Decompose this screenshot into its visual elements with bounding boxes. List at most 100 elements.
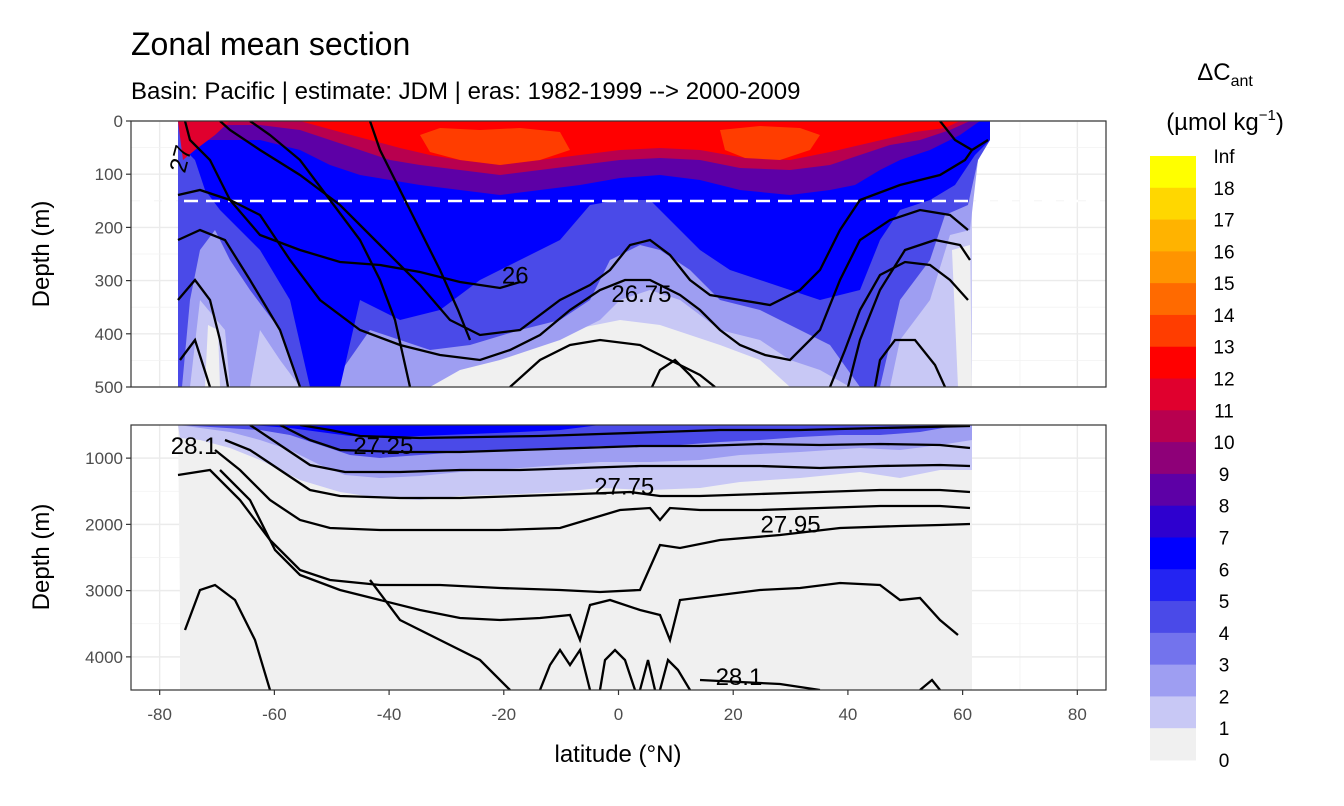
legend-swatch [1150, 283, 1196, 316]
isopycnal-u3 [177, 188, 969, 362]
y-tick-label: 0 [114, 112, 123, 131]
x-tick-label: -40 [377, 705, 402, 724]
legend-level-label: 17 [1213, 211, 1234, 232]
legend-level-label: 11 [1214, 401, 1234, 422]
legend-level-label: 18 [1213, 179, 1234, 200]
legend-swatch [1150, 537, 1196, 570]
legend-level-label: 16 [1213, 242, 1234, 263]
isopycnal-u5 [509, 338, 716, 387]
y-axis-title-lower: Depth (m) [28, 504, 55, 611]
upper-y-ticks: 0 100 200 300 400 500 [95, 112, 131, 397]
x-tick-label: 80 [1068, 705, 1087, 724]
isopycnal-label: 26 [502, 262, 529, 289]
isopycnal-label: 27.75 [594, 474, 654, 501]
lower-band-7 [250, 425, 600, 437]
upper-field [140, 121, 1106, 387]
isopycnal-l14 [699, 678, 821, 690]
lower-field [177, 425, 972, 690]
legend-level-label: 5 [1219, 592, 1230, 613]
isopycnal-label: 28.1 [716, 664, 763, 691]
legend-swatch [1150, 569, 1196, 602]
y-tick-label: 3000 [85, 582, 123, 601]
isopycnal-l1 [299, 425, 971, 440]
isopycnal-l10 [538, 647, 592, 690]
lower-isopycnals [177, 425, 971, 690]
y-tick-label: 4000 [85, 648, 123, 667]
isopycnal-l4 [224, 438, 971, 500]
legend-swatch [1150, 410, 1196, 443]
isopycnal-l2 [279, 425, 971, 454]
isopycnal-label: 28.1 [171, 433, 218, 460]
legend-swatch [1150, 346, 1196, 380]
isopycnal-l13 [658, 657, 691, 690]
x-tick-label: -20 [492, 705, 517, 724]
legend-swatch [1150, 314, 1196, 348]
legend-colorbar [1150, 156, 1196, 761]
isopycnal-l8 [219, 469, 959, 644]
legend-swatch [1150, 219, 1196, 252]
legend-swatch [1150, 251, 1196, 284]
legend-swatch [1150, 601, 1196, 634]
isopycnal-l6 [177, 468, 971, 594]
legend-swatch [1150, 378, 1196, 411]
x-tick-label: -80 [147, 705, 172, 724]
upper-panel: 0 100 200 300 400 500 [95, 112, 1107, 397]
legend-level-label: Inf [1213, 147, 1235, 168]
legend-level-label: 7 [1219, 528, 1230, 549]
isopycnal-label: 27.25 [353, 433, 413, 460]
isopycnal-u6 [650, 358, 701, 387]
legend-level-label: 6 [1219, 560, 1230, 581]
isopycnal-u1 [183, 121, 521, 290]
isopycnal-l9 [369, 579, 511, 690]
legend-level-label: 9 [1219, 465, 1230, 486]
legend-level-label: 13 [1213, 338, 1234, 359]
isopycnal-label: 26.75 [611, 281, 671, 308]
legend-swatch [1150, 442, 1196, 475]
isopycnal-l11 [598, 648, 637, 690]
legend-swatch [1150, 156, 1196, 189]
y-tick-label: 200 [95, 218, 123, 237]
y-tick-label: 500 [95, 378, 123, 397]
x-tick-label: 40 [838, 705, 857, 724]
legend-units: (µmol kg−1) [1166, 107, 1284, 136]
isopycnal-u10 [179, 337, 212, 387]
legend-swatch [1150, 632, 1196, 666]
upper-gray-sh [205, 325, 220, 387]
isopycnal-u9 [177, 278, 230, 387]
isopycnal-u14 [939, 121, 989, 152]
upper-panel-border [130, 120, 1107, 388]
isopycnal-u8 [873, 338, 947, 387]
x-axis: -80 -60 -40 -20 0 20 40 60 80 [147, 690, 1087, 724]
upper-isopycnals [177, 121, 989, 387]
upper-gray-north [952, 245, 972, 387]
y-tick-label: 2000 [85, 515, 123, 534]
y-tick-label: 100 [95, 165, 123, 184]
isopycnal-label: 27.95 [761, 511, 821, 538]
legend-swatch [1150, 728, 1196, 761]
x-tick-label: 20 [724, 705, 743, 724]
legend-swatch [1150, 473, 1196, 507]
upper-band-14-east [720, 126, 820, 160]
isopycnal-u13 [846, 238, 971, 387]
x-tick-label: 60 [953, 705, 972, 724]
legend-level-label: 3 [1219, 656, 1230, 677]
chart-subtitle: Basin: Pacific | estimate: JDM | eras: 1… [131, 78, 800, 105]
legend-swatch [1150, 505, 1196, 538]
isopycnal-l7 [183, 583, 272, 690]
isopycnal-u12 [368, 121, 472, 341]
isopycnal-l15 [919, 678, 941, 690]
isopycnal-u11 [249, 121, 412, 387]
legend: ΔCant (µmol kg−1) Inf1817161514131211109… [1150, 59, 1284, 772]
upper-band-14-west [420, 128, 570, 165]
y-tick-label: 300 [95, 272, 123, 291]
isopycnal-u4 [177, 228, 302, 387]
isopycnal-l12 [638, 659, 657, 690]
y-axis-title-upper: Depth (m) [28, 201, 55, 308]
legend-swatch [1150, 664, 1196, 697]
legend-level-label: 8 [1219, 497, 1230, 518]
isopycnal-l3 [249, 425, 971, 474]
isopycnal-u2 [219, 121, 973, 337]
x-axis-title: latitude (°N) [555, 741, 682, 768]
